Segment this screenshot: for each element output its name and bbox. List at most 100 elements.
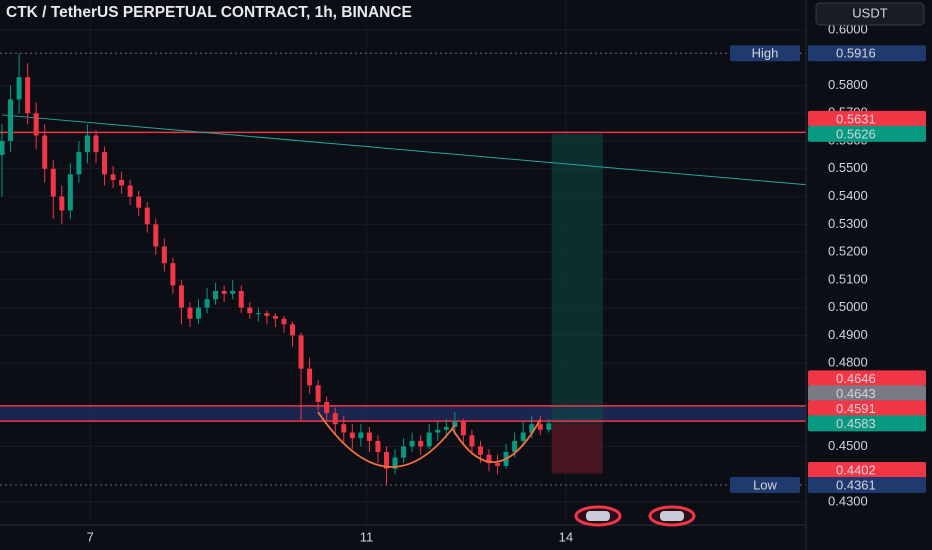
candle-body bbox=[512, 440, 518, 452]
candle-body bbox=[50, 168, 56, 197]
candle-body bbox=[8, 99, 14, 142]
candle-body bbox=[196, 307, 202, 319]
candle-body bbox=[213, 290, 219, 300]
candle-body bbox=[281, 318, 287, 325]
price-label-text: 0.4591 bbox=[836, 401, 876, 416]
price-label bbox=[808, 125, 926, 142]
candle-body bbox=[187, 307, 193, 319]
candle-body bbox=[529, 424, 535, 433]
chart-title: CTK / TetherUS PERPETUAL CONTRACT, 1h, B… bbox=[6, 4, 412, 21]
price-label-name: Low bbox=[753, 477, 777, 492]
price-label bbox=[808, 385, 926, 402]
price-label-text: 0.5631 bbox=[836, 111, 876, 126]
y-tick-label: 0.4300 bbox=[828, 493, 868, 508]
flag-icon bbox=[660, 511, 684, 521]
candle-body bbox=[341, 424, 347, 433]
candles bbox=[0, 53, 552, 486]
price-label-text: 0.5916 bbox=[836, 46, 876, 61]
y-tick-label: 0.4800 bbox=[828, 355, 868, 370]
candle-body bbox=[392, 457, 398, 469]
candle-body bbox=[469, 435, 475, 447]
candle-body bbox=[546, 423, 552, 430]
y-tick-label: 0.5400 bbox=[828, 188, 868, 203]
y-tick-label: 0.5000 bbox=[828, 299, 868, 314]
candle-body bbox=[358, 432, 364, 439]
candle-body bbox=[59, 196, 65, 211]
candle-body bbox=[332, 413, 338, 425]
candle-body bbox=[401, 446, 407, 458]
price-label-text: 0.4643 bbox=[836, 386, 876, 401]
candle-body bbox=[520, 432, 526, 441]
candle-body bbox=[84, 135, 90, 153]
axis-background bbox=[806, 0, 932, 550]
candle-body bbox=[409, 440, 415, 447]
price-label bbox=[808, 110, 926, 127]
candle-body bbox=[25, 77, 31, 114]
y-tick-label: 0.5200 bbox=[828, 244, 868, 259]
candle-body bbox=[264, 313, 270, 316]
candle-body bbox=[443, 426, 449, 430]
candle-body bbox=[255, 313, 261, 315]
currency-button[interactable] bbox=[815, 2, 925, 26]
candle-body bbox=[102, 152, 108, 175]
candle-body bbox=[110, 174, 116, 180]
candle-body bbox=[366, 432, 372, 441]
price-label bbox=[808, 45, 926, 62]
overlay bbox=[0, 52, 809, 486]
candle-body bbox=[127, 185, 133, 197]
candle-body bbox=[298, 335, 304, 369]
price-label-text: 0.4583 bbox=[836, 416, 876, 431]
price-label-text: 0.4361 bbox=[836, 477, 876, 492]
candle-body bbox=[418, 440, 424, 447]
y-tick-label: 0.4500 bbox=[828, 438, 868, 453]
trendline bbox=[1, 114, 809, 186]
candle-body bbox=[230, 290, 236, 294]
y-tick-label: 0.4900 bbox=[828, 327, 868, 342]
candle-body bbox=[435, 429, 441, 433]
price-label-text: 0.4646 bbox=[836, 371, 876, 386]
candle-body bbox=[144, 207, 150, 225]
price-label bbox=[808, 400, 926, 417]
candle-body bbox=[247, 307, 253, 314]
zone bbox=[0, 405, 806, 422]
candle-body bbox=[238, 290, 244, 308]
candle-body bbox=[16, 77, 22, 100]
candle-body bbox=[221, 290, 227, 294]
flag-icon bbox=[586, 511, 610, 521]
candle-body bbox=[349, 432, 355, 439]
position-stop bbox=[551, 423, 603, 474]
candle-body bbox=[375, 440, 381, 452]
candle-body bbox=[161, 246, 167, 264]
candle-body bbox=[272, 315, 278, 319]
price-label-tag bbox=[730, 45, 800, 62]
candle-body bbox=[76, 152, 82, 175]
candle-body bbox=[307, 368, 313, 386]
y-tick-label: 0.5500 bbox=[828, 160, 868, 175]
price-label-tag bbox=[730, 477, 800, 494]
candle-body bbox=[136, 196, 142, 208]
candle-body bbox=[0, 141, 5, 155]
x-tick-label: 7 bbox=[87, 529, 94, 544]
candle-body bbox=[67, 174, 73, 211]
x-tick-label: 14 bbox=[559, 529, 573, 544]
candle-body bbox=[426, 432, 432, 447]
position-target bbox=[551, 133, 603, 424]
candle-body bbox=[153, 224, 159, 247]
candle-body bbox=[460, 421, 466, 436]
y-tick-label: 0.5100 bbox=[828, 271, 868, 286]
candle-body bbox=[477, 446, 483, 455]
price-label-text: 0.5626 bbox=[836, 126, 876, 141]
candle-body bbox=[383, 451, 389, 469]
price-label bbox=[808, 462, 926, 479]
x-tick-label: 11 bbox=[360, 529, 374, 544]
price-label bbox=[808, 477, 926, 494]
price-label-text: 0.4402 bbox=[836, 462, 876, 477]
candle-body bbox=[537, 424, 543, 430]
candle-body bbox=[495, 463, 501, 466]
y-tick-label: 0.5300 bbox=[828, 216, 868, 231]
price-label bbox=[808, 370, 926, 387]
